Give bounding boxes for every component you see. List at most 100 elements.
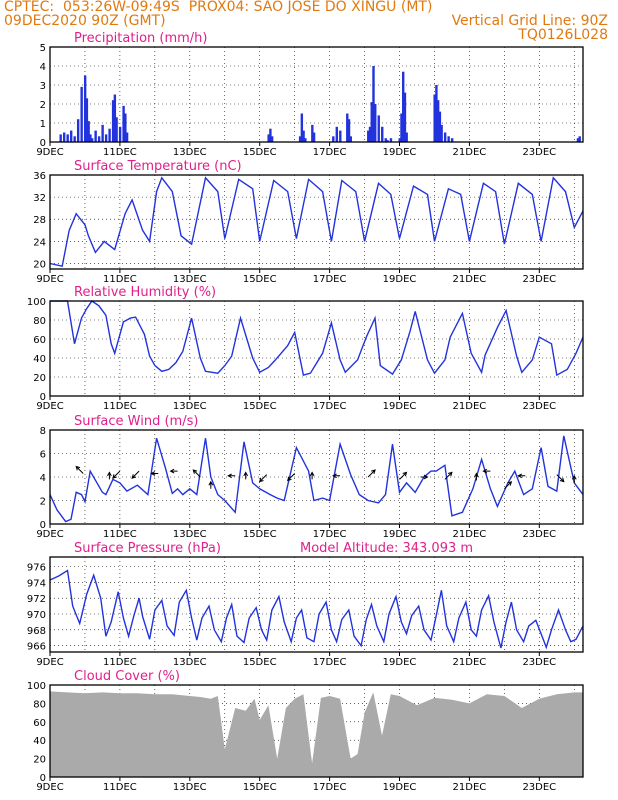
- x-tick-label-cloud-2: 13DEC: [173, 782, 207, 793]
- x-tick-label-temp-1: 11DEC: [103, 274, 137, 285]
- y-tick-label-precip-0: 0: [40, 138, 46, 149]
- y-tick-label-precip-3: 3: [40, 81, 46, 92]
- panel-title-pres: Surface Pressure (hPa): [74, 541, 221, 556]
- panel-frame-temp: [49, 174, 584, 270]
- wind-arrow-icon: [192, 469, 201, 478]
- precip-bar: [438, 111, 442, 142]
- x-tick-label-rh-6: 21DEC: [453, 401, 487, 412]
- y-tick-label-rh-2: 40: [33, 354, 46, 365]
- wind-arrow-icon: [504, 481, 513, 490]
- panel-title-rh: Relative Humidity (%): [74, 285, 216, 300]
- precip-bar: [59, 134, 62, 142]
- x-tick-label-pres-6: 21DEC: [453, 657, 487, 668]
- y-tick-label-temp-3: 32: [33, 193, 46, 204]
- panel-title-precip: Precipitation (mm/h): [74, 31, 207, 46]
- panel-title-temp: Surface Temperature (nC): [74, 159, 242, 174]
- y-tick-label-rh-1: 20: [33, 373, 46, 384]
- precip-bar: [368, 126, 372, 142]
- x-tick-label-wind-0: 9DEC: [36, 529, 63, 540]
- panel-frame-wind: [49, 429, 584, 525]
- x-tick-label-temp-0: 9DEC: [36, 274, 63, 285]
- y-tick-label-cloud-4: 80: [33, 699, 46, 710]
- temp-line: [49, 176, 584, 268]
- precip-bar: [440, 124, 443, 142]
- panel-frame-pres: [49, 556, 584, 653]
- y-tick-label-temp-4: 36: [33, 171, 46, 182]
- panel-frame-rh: [49, 300, 584, 397]
- wind-arrow-icon: [112, 470, 121, 479]
- wind-arrow-icon: [309, 471, 315, 480]
- x-tick-label-cloud-7: 23DEC: [522, 782, 556, 793]
- precip-bar: [377, 115, 380, 142]
- y-tick-label-temp-1: 24: [33, 237, 46, 248]
- x-tick-label-cloud-4: 17DEC: [313, 782, 347, 793]
- y-tick-label-pres-0: 966: [27, 642, 46, 653]
- y-tick-label-wind-1: 2: [40, 497, 46, 508]
- y-tick-label-rh-4: 80: [33, 316, 46, 327]
- precip-bar: [443, 132, 447, 142]
- y-tick-label-cloud-3: 60: [33, 718, 46, 729]
- x-tick-label-precip-2: 13DEC: [173, 147, 207, 158]
- precip-bar: [66, 134, 69, 142]
- x-tick-label-pres-0: 9DEC: [36, 657, 63, 668]
- precip-bar: [312, 132, 316, 142]
- x-tick-label-wind-5: 19DEC: [383, 529, 417, 540]
- precip-bar: [433, 94, 436, 142]
- x-tick-label-precip-3: 15DEC: [243, 147, 277, 158]
- x-tick-label-precip-5: 19DEC: [383, 147, 417, 158]
- x-tick-label-cloud-5: 19DEC: [383, 782, 417, 793]
- precip-bar: [267, 134, 270, 142]
- x-tick-label-precip-7: 23DEC: [522, 147, 556, 158]
- y-tick-label-cloud-0: 0: [40, 773, 46, 784]
- x-tick-label-wind-6: 21DEC: [453, 529, 487, 540]
- precip-bar: [435, 85, 438, 142]
- x-tick-label-wind-4: 17DEC: [313, 529, 347, 540]
- panel-annotation-pres: Model Altitude: 343.093 m: [300, 541, 473, 556]
- wind-arrow-icon: [258, 474, 268, 483]
- x-tick-label-pres-7: 23DEC: [522, 657, 556, 668]
- precip-bar: [398, 138, 401, 142]
- y-tick-label-precip-5: 5: [40, 43, 46, 54]
- x-tick-label-wind-1: 11DEC: [103, 529, 137, 540]
- wind-arrow-icon: [332, 473, 341, 479]
- x-tick-label-cloud-1: 11DEC: [103, 782, 137, 793]
- precip-bar: [381, 126, 384, 142]
- wind-arrow-icon: [571, 474, 577, 483]
- wind-arrow-icon: [150, 471, 159, 476]
- x-tick-label-wind-7: 23DEC: [522, 529, 556, 540]
- precip-bar: [111, 100, 115, 142]
- precip-bar: [83, 75, 87, 142]
- x-tick-label-rh-0: 9DEC: [36, 401, 63, 412]
- precip-bar: [349, 136, 352, 142]
- header-date-line: 09DEC2020 90Z (GMT): [4, 13, 166, 29]
- y-tick-label-wind-3: 6: [40, 450, 46, 461]
- precip-bar: [122, 105, 125, 142]
- y-tick-label-pres-1: 968: [27, 626, 46, 637]
- x-tick-label-temp-3: 15DEC: [243, 274, 277, 285]
- x-tick-label-precip-6: 21DEC: [453, 147, 487, 158]
- x-tick-label-pres-1: 11DEC: [103, 657, 137, 668]
- precip-bar: [384, 138, 387, 142]
- wind-arrow-icon: [169, 468, 178, 474]
- wind-arrow-icon: [556, 474, 565, 483]
- precip-bar: [115, 117, 118, 142]
- precip-bar: [300, 113, 304, 142]
- precip-bar: [386, 140, 389, 142]
- precip-bar: [374, 104, 377, 142]
- precip-bar: [90, 138, 94, 142]
- precip-bar: [108, 128, 111, 142]
- x-tick-label-temp-6: 21DEC: [453, 274, 487, 285]
- precip-bar: [94, 130, 97, 142]
- y-tick-label-cloud-1: 20: [33, 755, 46, 766]
- y-tick-label-wind-0: 0: [40, 520, 46, 531]
- y-tick-label-temp-0: 20: [33, 259, 46, 270]
- x-tick-label-rh-2: 13DEC: [173, 401, 207, 412]
- x-tick-label-cloud-3: 15DEC: [243, 782, 277, 793]
- wind-arrow-icon: [399, 471, 408, 480]
- header-station-line: CPTEC: 053:26W-09:49S PROX04: SAO JOSE D…: [4, 0, 433, 15]
- y-tick-label-rh-0: 0: [40, 392, 46, 403]
- wind-arrow-icon: [243, 471, 249, 480]
- wind-arrow-icon: [444, 471, 453, 480]
- precip-bar: [97, 136, 101, 142]
